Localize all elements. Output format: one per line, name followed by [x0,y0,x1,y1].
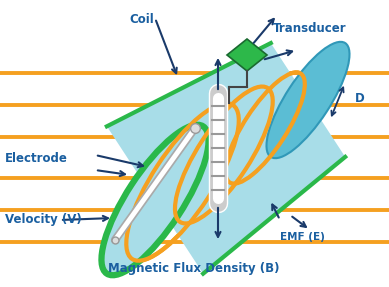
Text: Magnetic Flux Density (B): Magnetic Flux Density (B) [108,262,280,275]
Text: Velocity (V): Velocity (V) [5,214,82,226]
Ellipse shape [102,125,209,275]
Text: D: D [355,92,365,104]
Polygon shape [107,43,345,274]
Text: Coil: Coil [130,13,154,26]
Text: Transducer: Transducer [273,22,347,35]
Text: EMF (E): EMF (E) [280,232,325,242]
Ellipse shape [266,42,349,158]
Text: Electrode: Electrode [5,152,68,164]
Polygon shape [227,39,267,71]
